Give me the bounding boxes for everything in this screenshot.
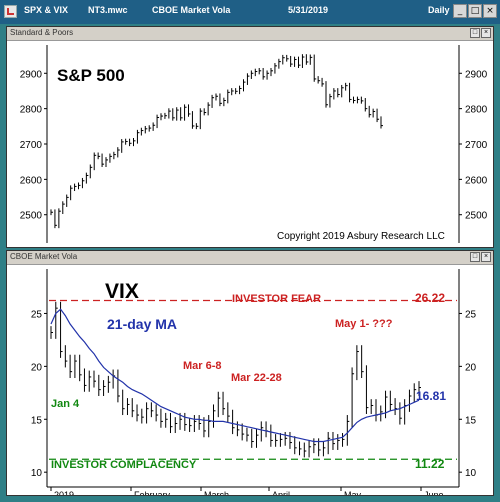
minimize-button[interactable]: _ xyxy=(453,4,467,18)
vix-ytick-label-left: 15 xyxy=(31,415,43,426)
window-title-name: CBOE Market Vola xyxy=(152,5,231,15)
spx-restore-button[interactable]: □ xyxy=(470,28,480,38)
spx-ytick-label-right: 2500 xyxy=(465,211,488,222)
close-button[interactable]: × xyxy=(483,4,497,18)
month-label: March xyxy=(204,490,229,495)
spx-ytick-label-left: 2800 xyxy=(20,105,43,116)
spx-ytick-label-left: 2500 xyxy=(20,211,43,222)
vix-ytick-label-left: 20 xyxy=(31,362,43,373)
complacency-value: 11.22 xyxy=(415,457,445,471)
vix-ytick-label-right: 15 xyxy=(465,415,477,426)
fear-label: INVESTOR FEAR xyxy=(232,293,321,305)
vix-ytick-label-right: 10 xyxy=(465,468,477,479)
month-label: February xyxy=(134,490,171,495)
spx-ytick-label-right: 2800 xyxy=(465,105,488,116)
vix-chart: 10 10 15 15 20 20 25 25 VIX 21-day MA INVESTOR … xyxy=(31,269,477,495)
vix-restore-button[interactable]: □ xyxy=(470,252,480,262)
spx-panel-title: Standard & Poors xyxy=(10,28,74,37)
spx-chart: S&P 500 Copyright 2019 Asbury Research L… xyxy=(20,45,488,243)
spx-ytick-label-right: 2900 xyxy=(465,69,488,80)
ma-label: 21-day MA xyxy=(107,316,177,332)
vix-ytick-label-left: 25 xyxy=(31,309,43,320)
vix-ytick-label-right: 20 xyxy=(465,362,477,373)
ma-line xyxy=(50,308,420,443)
vix-panel-title: CBOE Market Vola xyxy=(10,252,78,261)
spx-title: S&P 500 xyxy=(57,66,125,85)
vix-ytick-label-left: 10 xyxy=(31,468,43,479)
mar-22-28-annotation: Mar 22-28 xyxy=(231,372,282,384)
complacency-label: INVESTOR COMPLACENCY xyxy=(51,459,197,471)
vix-close-button[interactable]: × xyxy=(481,252,491,262)
window-title-file: NT3.mwc xyxy=(88,5,128,15)
spx-ytick-label-left: 2700 xyxy=(20,140,43,151)
window-date: 5/31/2019 xyxy=(288,5,329,15)
vix-last-value: 16.81 xyxy=(416,389,446,403)
month-label: June xyxy=(424,490,444,495)
spx-panel-header: Standard & Poors □ × xyxy=(7,27,493,41)
jan-annotation: Jan 4 xyxy=(51,398,80,410)
maximize-button[interactable]: □ xyxy=(468,4,482,18)
vix-ytick-label-right: 25 xyxy=(465,309,477,320)
month-label: April xyxy=(272,490,290,495)
window-title-symbol: SPX & VIX xyxy=(24,5,69,15)
spx-close-button[interactable]: × xyxy=(481,28,491,38)
spx-ytick-label-right: 2700 xyxy=(465,140,488,151)
may-annotation: May 1- ??? xyxy=(335,318,393,330)
vix-panel: CBOE Market Vola □ × 10 10 15 15 20 20 25 25 VI… xyxy=(6,250,494,496)
month-label: 2019 xyxy=(54,490,74,495)
spx-ytick-label-left: 2600 xyxy=(20,175,43,186)
fear-value: 26.22 xyxy=(415,291,445,305)
spx-ytick-label-right: 2600 xyxy=(465,175,488,186)
vix-panel-header: CBOE Market Vola □ × xyxy=(7,251,493,265)
vix-title: VIX xyxy=(105,280,139,303)
spx-copyright: Copyright 2019 Asbury Research LLC xyxy=(277,231,445,242)
mar-6-8-annotation: Mar 6-8 xyxy=(183,360,222,372)
app-icon xyxy=(4,5,17,18)
title-bar[interactable]: SPX & VIX NT3.mwc CBOE Market Vola 5/31/… xyxy=(0,0,500,24)
spx-panel: Standard & Poors □ × S&P 500 Copyright 2… xyxy=(6,26,494,248)
spx-ytick-label-left: 2900 xyxy=(20,69,43,80)
window-period: Daily xyxy=(428,5,450,15)
month-label: May xyxy=(344,490,362,495)
